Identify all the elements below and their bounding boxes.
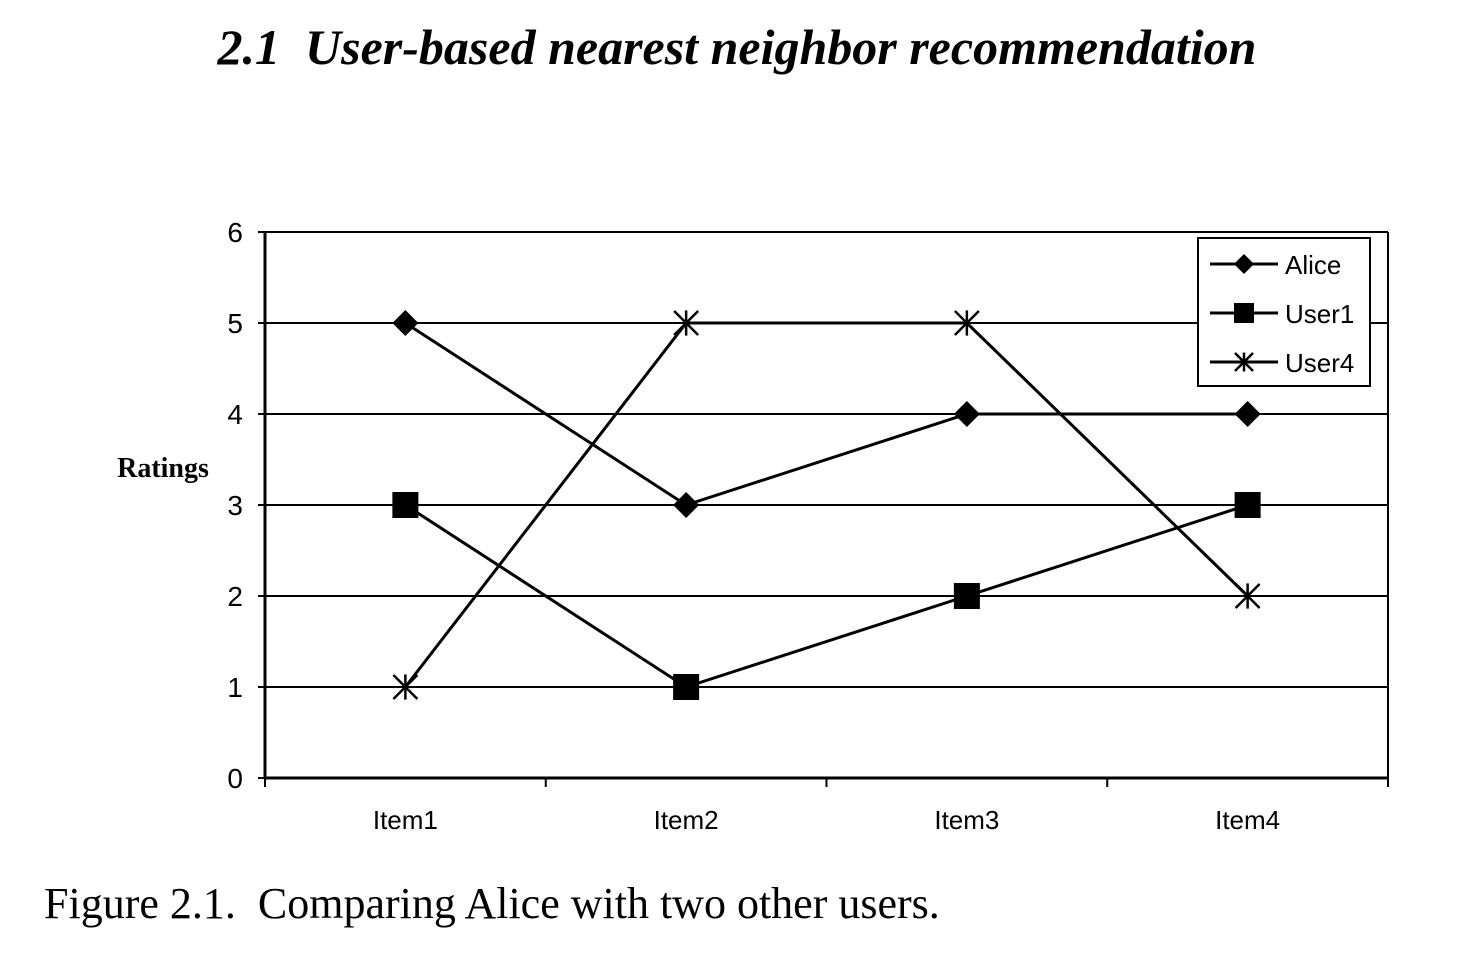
data-point-alice <box>1234 401 1261 427</box>
data-point-user4 <box>953 310 980 336</box>
legend-marker <box>1234 303 1254 323</box>
legend-marker <box>1234 254 1254 274</box>
legend-label: User1 <box>1285 299 1354 329</box>
series-markers <box>392 310 1261 700</box>
axis-labels: 0 1 2 3 4 5 6 Item1 Item2 Item3 Item4 Ratings <box>117 217 1280 835</box>
legend-entry: Alice <box>1210 250 1341 280</box>
y-tick-label: 5 <box>227 308 243 339</box>
section-title: User-based nearest neighbor recommendati… <box>305 19 1257 75</box>
y-tick-label: 3 <box>227 490 243 521</box>
data-point-user4 <box>673 310 700 336</box>
x-tick-label: Item2 <box>654 805 719 835</box>
y-tick-label: 4 <box>227 399 243 430</box>
data-point-user1 <box>392 492 419 518</box>
legend-entry: User1 <box>1210 299 1354 329</box>
data-point-alice <box>953 401 980 427</box>
series-line-user4 <box>404 321 1249 688</box>
y-axis-title: Ratings <box>117 453 209 484</box>
y-tick-label: 2 <box>227 581 243 612</box>
legend: Alice User1 User4 <box>1197 237 1371 387</box>
legend-marker <box>1234 352 1254 372</box>
data-point-alice <box>392 310 419 336</box>
data-point-alice <box>673 492 700 518</box>
data-point-user1 <box>673 674 700 700</box>
y-tick-label: 0 <box>227 763 243 794</box>
caption-label: Figure 2.1. <box>44 879 236 928</box>
data-point-user4 <box>392 674 419 700</box>
data-point-user1 <box>1234 492 1261 518</box>
legend-entry: User4 <box>1210 348 1354 378</box>
data-point-user4 <box>1234 583 1261 609</box>
x-tick-label: Item4 <box>1215 805 1280 835</box>
series-line-alice <box>404 321 1248 507</box>
axes <box>258 231 1389 787</box>
y-tick-label: 6 <box>227 217 243 248</box>
data-point-user1 <box>953 583 980 609</box>
caption-text: Comparing Alice with two other users. <box>257 879 940 928</box>
series-line-user1 <box>404 503 1249 689</box>
x-tick-label: Item3 <box>934 805 999 835</box>
series-lines <box>404 321 1249 689</box>
x-tick-label: Item1 <box>373 805 438 835</box>
y-tick-label: 1 <box>227 672 243 703</box>
figure-caption: Figure 2.1. Comparing Alice with two oth… <box>44 878 940 929</box>
section-heading: 2.1 User-based nearest neighbor recommen… <box>0 18 1474 76</box>
legend-label: Alice <box>1285 250 1341 280</box>
section-number: 2.1 <box>217 19 281 75</box>
legend-label: User4 <box>1285 348 1354 378</box>
